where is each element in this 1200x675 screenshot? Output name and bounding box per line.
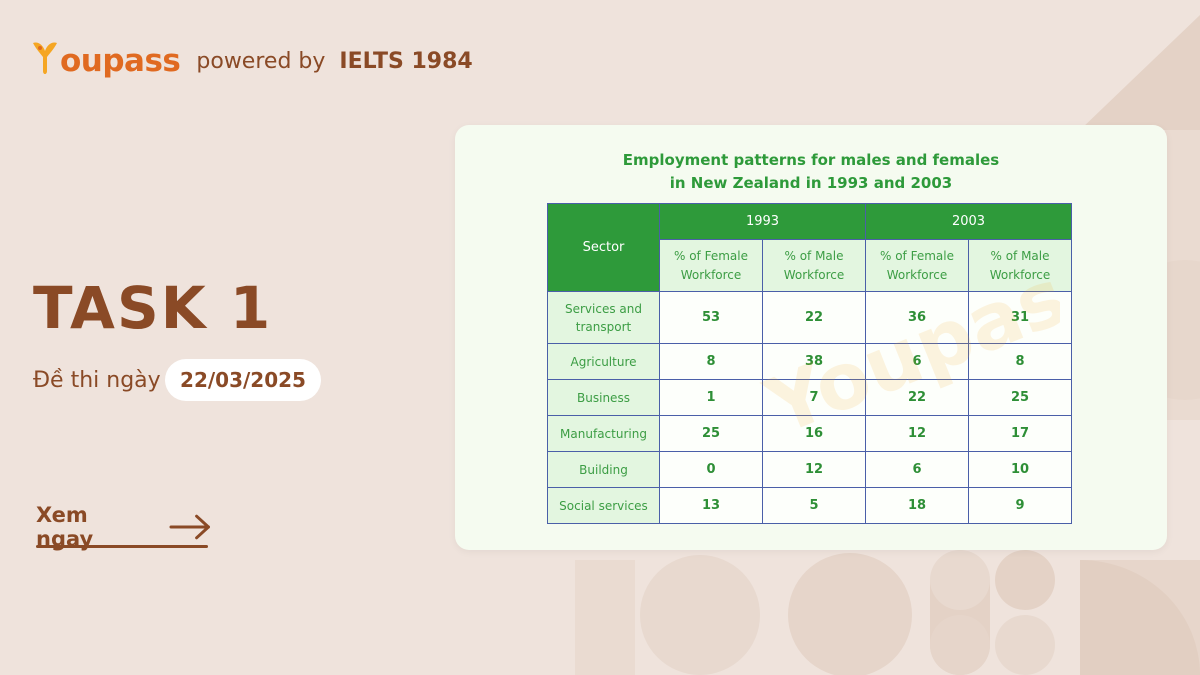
column-header: % of Female Workforce <box>865 239 969 292</box>
cta-underline <box>36 545 208 548</box>
header-row-years: Sector 1993 2003 <box>547 203 1072 292</box>
column-header-line: % of Female <box>674 248 748 263</box>
youpass-logo[interactable]: oupass <box>30 39 181 83</box>
table-row: Business 1 7 22 25 <box>547 379 1072 416</box>
column-header-line: % of Male <box>990 248 1050 263</box>
value-cell: 1 <box>659 379 763 416</box>
sector-cell: Agriculture <box>547 343 660 380</box>
sector-header: Sector <box>547 203 660 292</box>
value-cell: 7 <box>762 379 866 416</box>
logo-text-rest: oupass <box>60 43 181 79</box>
exam-date-badge: 22/03/2025 <box>165 359 321 401</box>
sector-cell: Building <box>547 451 660 488</box>
view-now-button[interactable]: Xem ngay <box>36 503 212 551</box>
value-cell: 18 <box>865 487 969 524</box>
value-cell: 22 <box>762 291 866 344</box>
table-row: Social services 13 5 18 9 <box>547 487 1072 524</box>
value-cell: 8 <box>968 343 1072 380</box>
value-cell: 5 <box>762 487 866 524</box>
column-header-line: Workforce <box>680 267 742 282</box>
table-row: Building 0 12 6 10 <box>547 451 1072 488</box>
value-cell: 53 <box>659 291 763 344</box>
table-title-line-2: in New Zealand in 1993 and 2003 <box>669 174 953 192</box>
arrow-right-icon <box>169 514 210 540</box>
value-cell: 0 <box>659 451 763 488</box>
table-card: Employment patterns for males and female… <box>455 125 1167 550</box>
value-cell: 36 <box>865 291 969 344</box>
value-cell: 16 <box>762 415 866 452</box>
value-cell: 25 <box>968 379 1072 416</box>
exam-date-label: Đề thi ngày <box>33 368 161 393</box>
value-cell: 25 <box>659 415 763 452</box>
column-header-line: Workforce <box>989 267 1051 282</box>
sector-cell: Manufacturing <box>547 415 660 452</box>
year-header: 1993 <box>659 203 866 240</box>
youpass-mascot-icon <box>33 42 57 74</box>
value-cell: 38 <box>762 343 866 380</box>
column-header: % of Male Workforce <box>762 239 866 292</box>
sector-label-line: transport <box>575 319 632 334</box>
year-header: 2003 <box>865 203 1072 240</box>
table-title-line-1: Employment patterns for males and female… <box>622 151 1000 169</box>
table-title: Employment patterns for males and female… <box>455 149 1167 195</box>
task-title: TASK 1 <box>33 274 273 342</box>
logo-text: oupass <box>60 43 181 79</box>
column-header: % of Female Workforce <box>659 239 763 292</box>
column-header: % of Male Workforce <box>968 239 1072 292</box>
value-cell: 13 <box>659 487 763 524</box>
value-cell: 22 <box>865 379 969 416</box>
sector-cell: Social services <box>547 487 660 524</box>
column-header-line: Workforce <box>783 267 845 282</box>
value-cell: 31 <box>968 291 1072 344</box>
brand-header: oupass powered by IELTS 1984 <box>30 36 473 86</box>
table-row: Services and transport 53 22 36 31 <box>547 291 1072 344</box>
value-cell: 6 <box>865 343 969 380</box>
value-cell: 8 <box>659 343 763 380</box>
value-cell: 12 <box>865 415 969 452</box>
sector-cell: Business <box>547 379 660 416</box>
sector-cell: Services and transport <box>547 291 660 344</box>
value-cell: 6 <box>865 451 969 488</box>
partner-name: IELTS 1984 <box>339 48 473 74</box>
table-row: Agriculture 8 38 6 8 <box>547 343 1072 380</box>
powered-by-text: powered by <box>196 48 326 74</box>
value-cell: 17 <box>968 415 1072 452</box>
column-header-line: Workforce <box>886 267 948 282</box>
header-row-groups: % of Female Workforce % of Male Workforce … <box>548 239 1072 292</box>
value-cell: 10 <box>968 451 1072 488</box>
value-cell: 12 <box>762 451 866 488</box>
view-now-label: Xem ngay <box>36 503 94 551</box>
value-cell: 9 <box>968 487 1072 524</box>
sector-label-line: Services and <box>565 301 642 316</box>
column-header-line: % of Female <box>880 248 954 263</box>
column-header-line: % of Male <box>784 248 844 263</box>
employment-table: Sector 1993 2003 % of Female Workforce % … <box>547 203 1072 524</box>
table-row: Manufacturing 25 16 12 17 <box>547 415 1072 452</box>
